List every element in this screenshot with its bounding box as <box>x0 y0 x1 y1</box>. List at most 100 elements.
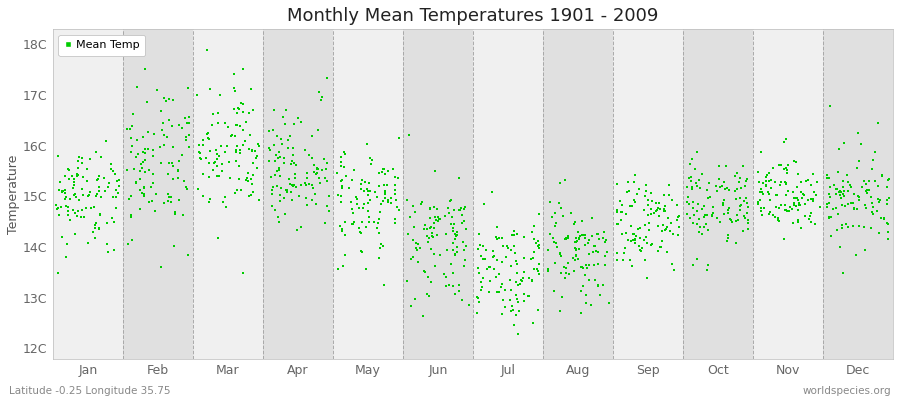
Point <box>284 160 298 167</box>
Point <box>503 297 517 303</box>
Point <box>346 221 360 228</box>
Point <box>279 187 293 193</box>
Point <box>859 181 873 188</box>
Point <box>841 200 855 207</box>
Point <box>616 256 631 263</box>
Point <box>670 202 684 208</box>
Point <box>851 130 866 136</box>
Point <box>336 263 350 269</box>
Point <box>504 263 518 269</box>
Point <box>615 209 629 215</box>
Point <box>318 175 332 181</box>
Point <box>67 176 81 182</box>
Point <box>229 147 243 154</box>
Point <box>241 146 256 152</box>
Point <box>300 175 314 181</box>
Point <box>611 221 625 228</box>
Point <box>240 175 255 181</box>
Point <box>842 179 856 186</box>
Point <box>266 142 281 148</box>
Point <box>787 189 801 196</box>
Point <box>498 286 512 293</box>
Point <box>222 174 237 181</box>
Point <box>644 211 659 218</box>
Point <box>584 302 598 308</box>
Point <box>175 152 189 158</box>
Point <box>162 159 176 166</box>
Point <box>548 222 562 229</box>
Point <box>286 182 301 188</box>
Point <box>623 203 637 209</box>
Point <box>526 255 540 261</box>
Point <box>637 237 652 243</box>
Point <box>346 167 361 174</box>
Point <box>458 204 473 211</box>
Point <box>313 97 328 104</box>
Point <box>408 296 422 302</box>
Point <box>211 120 225 127</box>
Point <box>154 264 168 270</box>
Point <box>512 308 526 314</box>
Point <box>786 220 800 226</box>
Point <box>624 238 638 244</box>
Point <box>847 205 861 212</box>
Point <box>108 171 122 178</box>
Point <box>823 184 837 190</box>
Point <box>682 175 697 182</box>
Point <box>872 199 886 206</box>
Point <box>345 176 359 183</box>
Point <box>158 132 172 138</box>
Point <box>575 264 590 271</box>
Point <box>788 159 803 166</box>
Point <box>513 281 527 288</box>
Point <box>806 198 821 204</box>
Point <box>787 195 801 201</box>
Point <box>391 174 405 181</box>
Point <box>138 157 152 163</box>
Point <box>288 175 302 182</box>
Point <box>491 236 505 242</box>
Point <box>267 158 282 164</box>
Point <box>716 200 730 206</box>
Point <box>615 202 629 208</box>
Point <box>759 174 773 180</box>
Point <box>59 241 74 248</box>
Point <box>232 176 247 183</box>
Point <box>135 190 149 196</box>
Point <box>83 156 97 163</box>
Point <box>617 245 632 252</box>
Point <box>310 127 325 133</box>
Point <box>824 233 838 239</box>
Point <box>372 216 386 222</box>
Point <box>320 160 334 166</box>
Point <box>690 149 705 155</box>
Point <box>791 219 806 226</box>
Point <box>685 184 699 190</box>
Point <box>647 209 662 216</box>
Point <box>276 154 291 161</box>
Point <box>283 181 297 188</box>
Point <box>277 160 292 166</box>
Point <box>866 157 880 164</box>
Point <box>616 231 630 238</box>
Point <box>94 153 108 160</box>
Point <box>633 235 647 241</box>
Point <box>228 132 242 139</box>
Point <box>524 256 538 262</box>
Point <box>554 205 569 211</box>
Point <box>514 276 528 283</box>
Point <box>609 180 624 187</box>
Point <box>859 204 873 211</box>
Point <box>61 204 76 210</box>
Point <box>192 142 206 148</box>
Point <box>716 178 731 185</box>
Point <box>61 176 76 182</box>
Point <box>238 138 252 144</box>
Point <box>55 188 69 195</box>
Point <box>626 236 640 243</box>
Point <box>483 263 498 270</box>
Point <box>830 186 844 192</box>
Point <box>389 197 403 204</box>
Point <box>171 175 185 181</box>
Point <box>846 223 860 229</box>
